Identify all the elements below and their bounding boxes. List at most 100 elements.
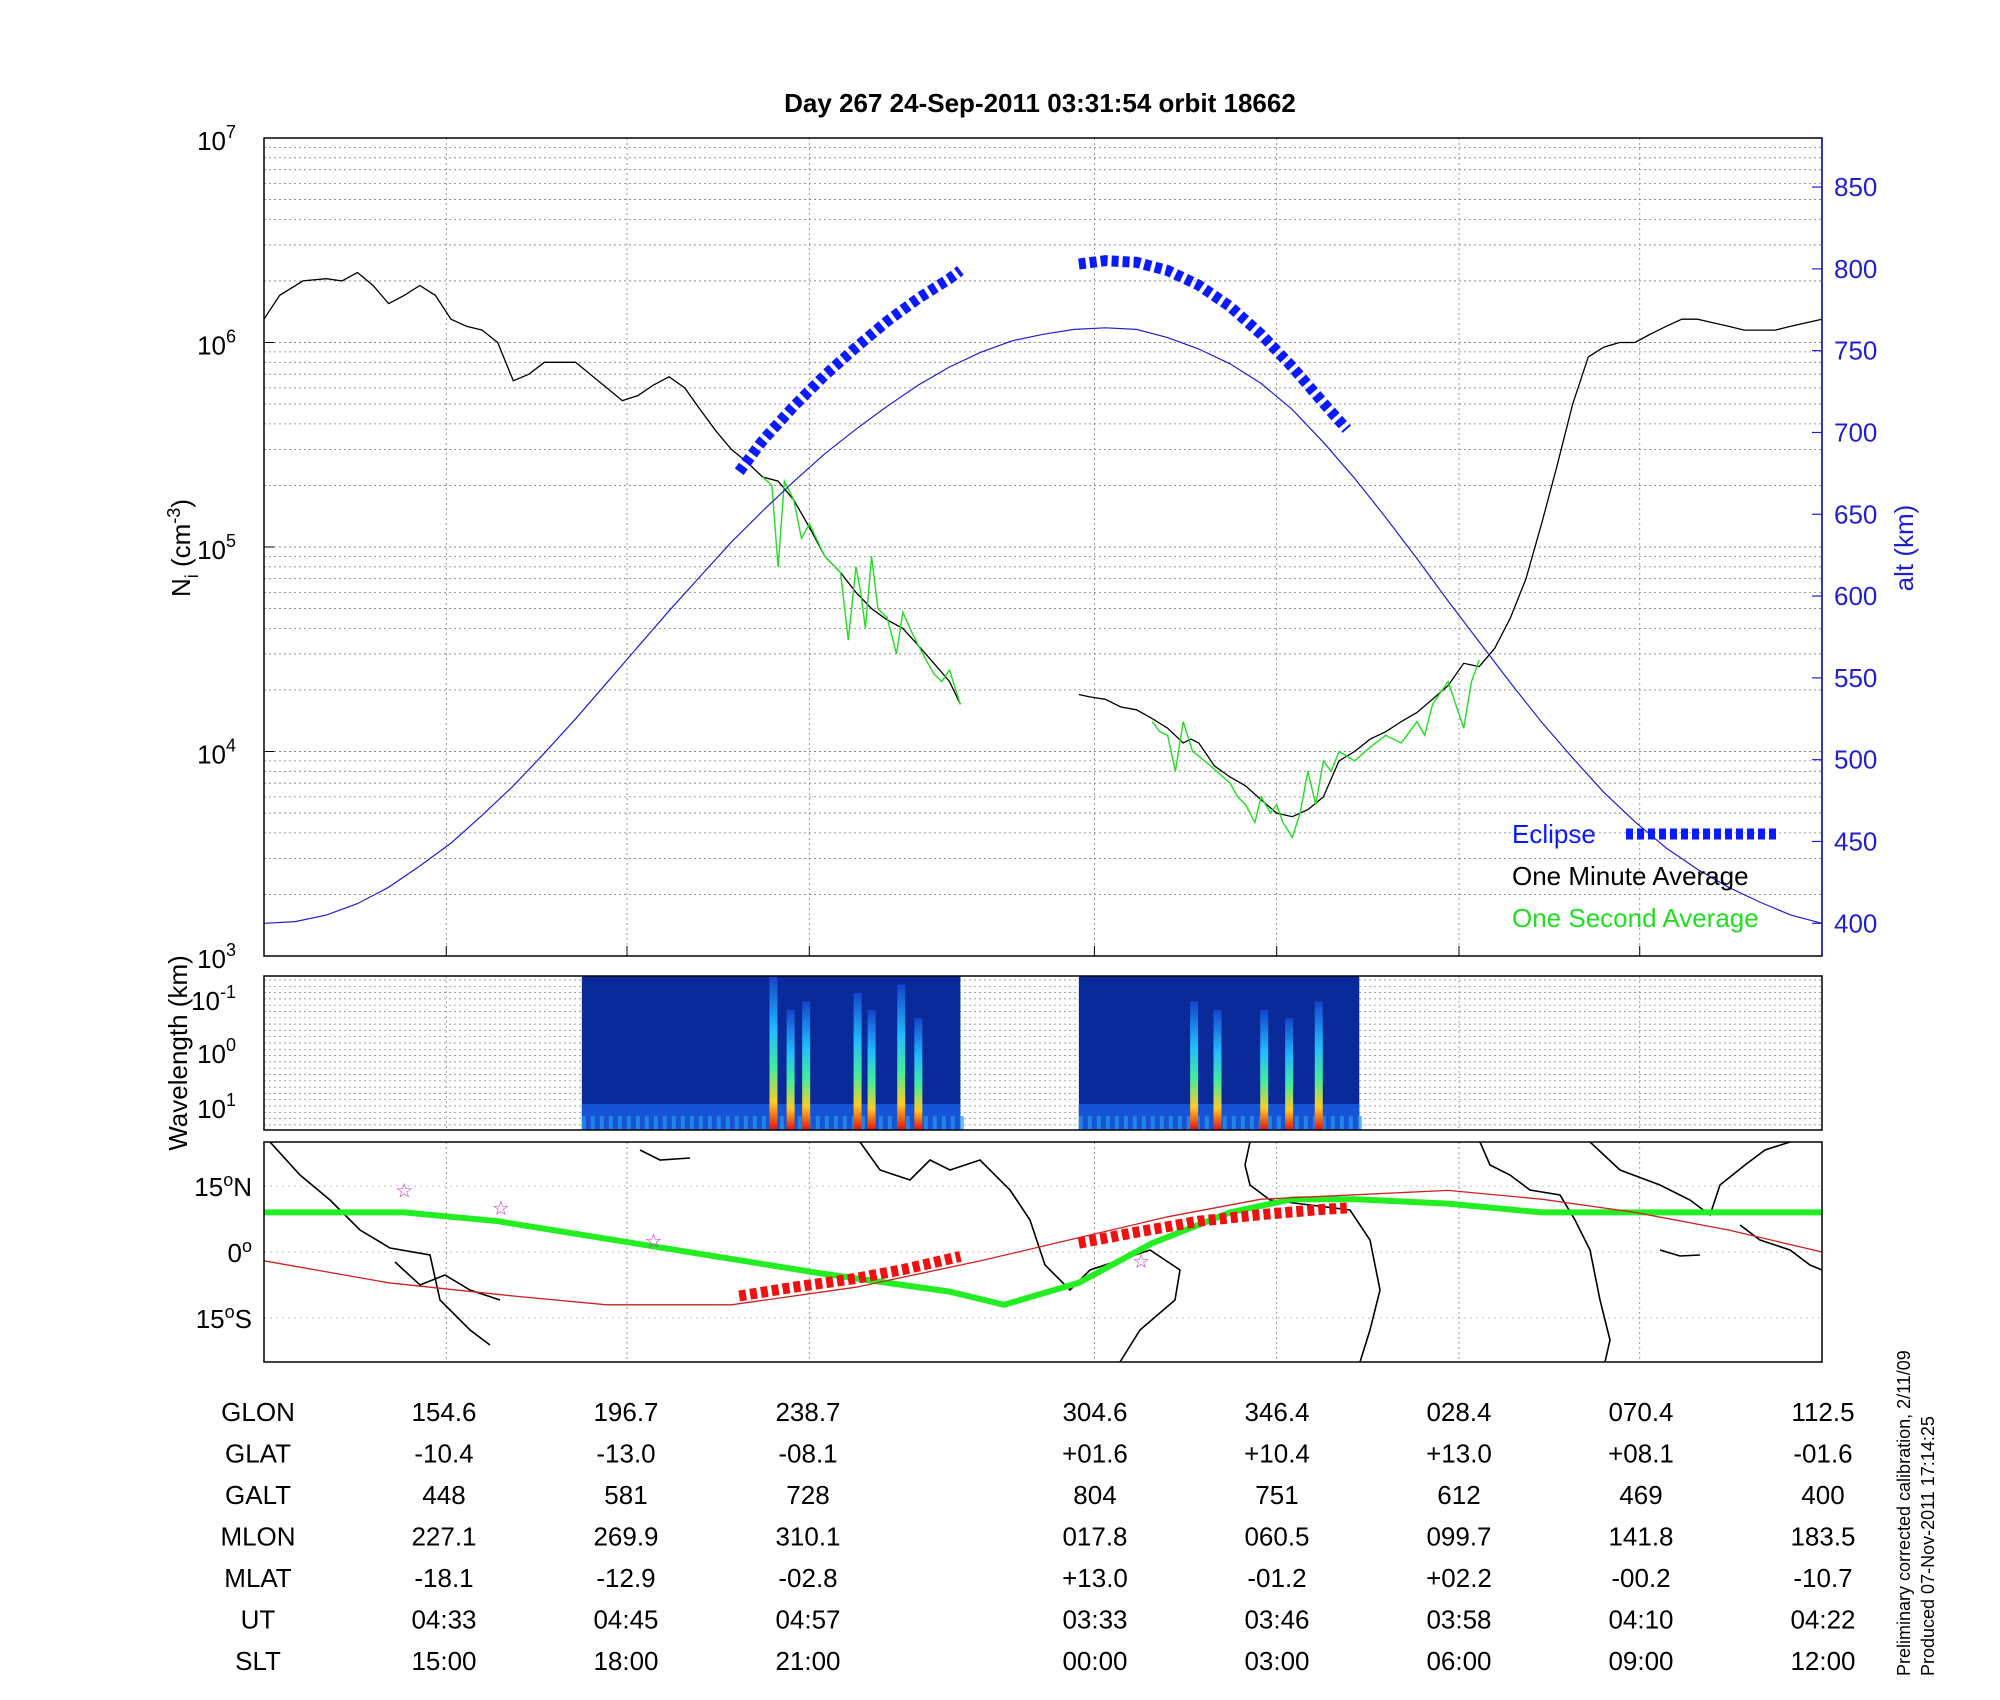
spectrogram-texture bbox=[752, 1116, 757, 1130]
table-cell: +10.4 bbox=[1244, 1439, 1310, 1469]
spectrogram-texture bbox=[1114, 1116, 1119, 1130]
spectrogram-texture bbox=[833, 1116, 838, 1130]
y2-tick-label: 500 bbox=[1834, 745, 1877, 775]
eclipse-track-segment bbox=[1077, 1202, 1348, 1249]
spectrogram-texture bbox=[635, 1116, 640, 1130]
spectrogram-texture bbox=[842, 1116, 847, 1130]
table-row-label: MLAT bbox=[224, 1563, 292, 1593]
table-cell: 448 bbox=[422, 1480, 465, 1510]
y-tick-label: 104 bbox=[197, 736, 236, 770]
figure-title: Day 267 24-Sep-2011 03:31:54 orbit 18662 bbox=[784, 88, 1296, 118]
spectrogram-burst bbox=[1260, 1009, 1269, 1130]
coastline bbox=[639, 1149, 691, 1161]
table-cell: 06:00 bbox=[1426, 1646, 1491, 1676]
spectrogram-texture bbox=[617, 1116, 622, 1130]
spectrogram-y-tick-label: 100 bbox=[197, 1035, 236, 1069]
spectrogram-texture bbox=[1159, 1116, 1164, 1130]
table-cell: 183.5 bbox=[1790, 1522, 1855, 1552]
spectrogram-texture bbox=[1168, 1116, 1173, 1130]
spectrogram-texture bbox=[608, 1116, 613, 1130]
y2-tick-label: 850 bbox=[1834, 172, 1877, 202]
table-cell: 238.7 bbox=[775, 1397, 840, 1427]
table-cell: 751 bbox=[1255, 1480, 1298, 1510]
spectrogram-texture bbox=[1357, 1116, 1362, 1130]
spectrogram-burst bbox=[786, 1009, 795, 1130]
altitude-y-ticks: 400 450 500 550 600 650 700 750 800 850 bbox=[1812, 172, 1877, 938]
spectrogram-texture bbox=[662, 1116, 667, 1130]
table-row-label: UT bbox=[241, 1605, 276, 1635]
spectrogram-texture bbox=[1132, 1116, 1137, 1130]
map-y-tick-label: 0o bbox=[228, 1236, 252, 1268]
coastline bbox=[269, 1141, 491, 1346]
spectrogram-texture bbox=[689, 1116, 694, 1130]
spectrogram-texture bbox=[1321, 1116, 1326, 1130]
spectrogram-texture bbox=[905, 1116, 910, 1130]
spectrogram-texture bbox=[1249, 1116, 1254, 1130]
table-cell: 04:57 bbox=[775, 1605, 840, 1635]
spectrogram-texture bbox=[1303, 1116, 1308, 1130]
y2-tick-label: 400 bbox=[1834, 908, 1877, 938]
table-cell: -13.0 bbox=[596, 1439, 655, 1469]
table-cell: 03:46 bbox=[1244, 1605, 1309, 1635]
table-cell: 04:10 bbox=[1608, 1605, 1673, 1635]
spectrogram-texture bbox=[1231, 1116, 1236, 1130]
produced-note: Produced 07-Nov-2011 17:14:25 bbox=[1918, 1416, 1938, 1676]
spectrogram-texture bbox=[707, 1116, 712, 1130]
spectrogram-texture bbox=[1177, 1116, 1182, 1130]
map-y-ticks: 15oN 0o 15oS bbox=[194, 1170, 252, 1334]
table-cell: 304.6 bbox=[1062, 1397, 1127, 1427]
spectrogram-texture bbox=[1087, 1116, 1092, 1130]
spectrogram-texture bbox=[860, 1116, 865, 1130]
spectrogram-texture bbox=[698, 1116, 703, 1130]
spectrogram-texture bbox=[671, 1116, 676, 1130]
y2-tick-label: 450 bbox=[1834, 826, 1877, 856]
table-row-label: GALT bbox=[225, 1480, 291, 1510]
table-cell: 154.6 bbox=[411, 1397, 476, 1427]
table-cell: -01.6 bbox=[1793, 1439, 1852, 1469]
magnetic-equator-line bbox=[263, 1189, 1823, 1306]
one-second-line bbox=[1151, 659, 1480, 840]
one-minute-line bbox=[263, 271, 961, 705]
spectrogram-texture bbox=[599, 1116, 604, 1130]
table-cell: 21:00 bbox=[775, 1646, 840, 1676]
spectrogram-texture bbox=[1339, 1116, 1344, 1130]
table-cell: -18.1 bbox=[414, 1563, 473, 1593]
table-cell: +08.1 bbox=[1608, 1439, 1674, 1469]
spectrogram-texture bbox=[824, 1116, 829, 1130]
spectrogram-burst bbox=[769, 976, 778, 1130]
map-y-tick-label: 15oS bbox=[196, 1302, 252, 1334]
y2-tick-label: 750 bbox=[1834, 336, 1877, 366]
table-cell: 18:00 bbox=[593, 1646, 658, 1676]
table-cell: 804 bbox=[1073, 1480, 1116, 1510]
y2-tick-label: 700 bbox=[1834, 417, 1877, 447]
table-cell: 581 bbox=[604, 1480, 647, 1510]
coastline bbox=[1479, 1141, 1611, 1363]
spectrogram-burst bbox=[914, 1018, 923, 1130]
table-cell: 03:58 bbox=[1426, 1605, 1491, 1635]
coastline bbox=[394, 1261, 501, 1301]
table-cell: 04:22 bbox=[1790, 1605, 1855, 1635]
table-cell: 728 bbox=[786, 1480, 829, 1510]
table-cell: 028.4 bbox=[1426, 1397, 1491, 1427]
y-tick-label: 103 bbox=[197, 940, 236, 974]
spectrogram-texture bbox=[1294, 1116, 1299, 1130]
spectrogram-texture bbox=[1141, 1116, 1146, 1130]
star-marker: ☆ bbox=[395, 1178, 413, 1202]
coastline bbox=[1244, 1141, 1381, 1363]
table-cell: 12:00 bbox=[1790, 1646, 1855, 1676]
table-cell: -10.4 bbox=[414, 1439, 473, 1469]
spectrogram-texture bbox=[734, 1116, 739, 1130]
eclipse-segment bbox=[1078, 255, 1351, 433]
spectrogram-y-tick-label: 10-1 bbox=[191, 982, 236, 1016]
spectrogram-texture bbox=[644, 1116, 649, 1130]
table-cell: -08.1 bbox=[778, 1439, 837, 1469]
table-cell: 099.7 bbox=[1426, 1522, 1491, 1552]
altitude-y-label: alt (km) bbox=[1889, 505, 1919, 592]
table-cell: 141.8 bbox=[1608, 1522, 1673, 1552]
spectrogram-panel bbox=[264, 976, 1823, 1130]
spectrogram-burst bbox=[802, 1001, 811, 1130]
spectrogram-axes-frame bbox=[263, 975, 1823, 1131]
density-y-label: Ni (cm-3) bbox=[164, 499, 202, 597]
density-legend: Eclipse One Minute Average One Second Aver… bbox=[1512, 819, 1778, 933]
spectrogram-burst bbox=[867, 1009, 876, 1130]
